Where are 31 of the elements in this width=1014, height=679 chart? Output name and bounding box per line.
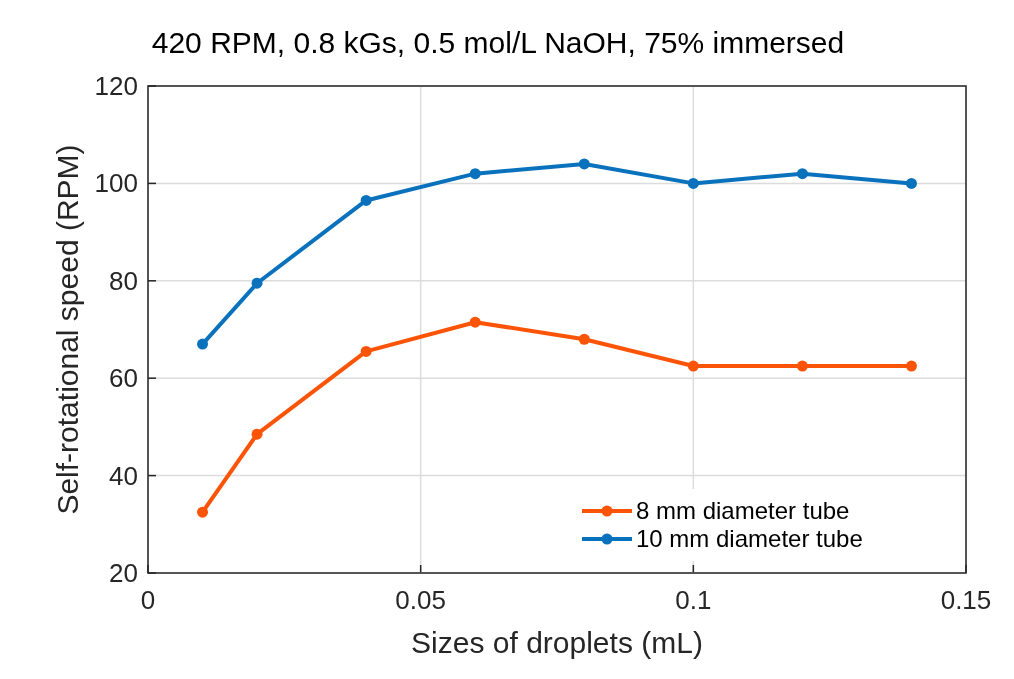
point	[469, 316, 481, 328]
y-tick-label: 60	[109, 363, 138, 394]
point	[251, 277, 263, 289]
y-tick-label: 40	[109, 460, 138, 491]
x-tick-label: 0.05	[395, 585, 446, 615]
point	[251, 428, 263, 440]
point	[197, 506, 209, 518]
y-axis-title: Self-rotational speed (RPM)	[51, 144, 84, 515]
point	[360, 345, 372, 357]
point	[360, 194, 372, 206]
x-tick-label: 0	[140, 585, 156, 615]
y-tick-label: 20	[109, 558, 138, 588]
y-tick-label: 80	[109, 265, 138, 296]
point	[687, 177, 699, 189]
x-tick-label: 0.15	[940, 585, 992, 615]
point	[197, 338, 209, 350]
point	[687, 360, 699, 372]
point	[469, 168, 481, 180]
point	[796, 168, 808, 180]
point	[905, 360, 917, 372]
point	[578, 333, 590, 345]
chart-title: 420 RPM, 0.8 kGs, 0.5 mol/L NaOH, 75% immersed	[151, 26, 845, 59]
point	[905, 177, 917, 189]
x-axis-title: Sizes of droplets (mL)	[411, 626, 703, 659]
legend-label: 8 mm diameter tube	[636, 497, 850, 524]
point	[578, 158, 590, 170]
x-tick-label: 0.1	[675, 585, 712, 615]
y-tick-label: 120	[94, 71, 138, 101]
point	[796, 360, 808, 372]
legend-label: 10 mm diameter tube	[636, 525, 863, 552]
y-tick-label: 100	[94, 168, 138, 199]
